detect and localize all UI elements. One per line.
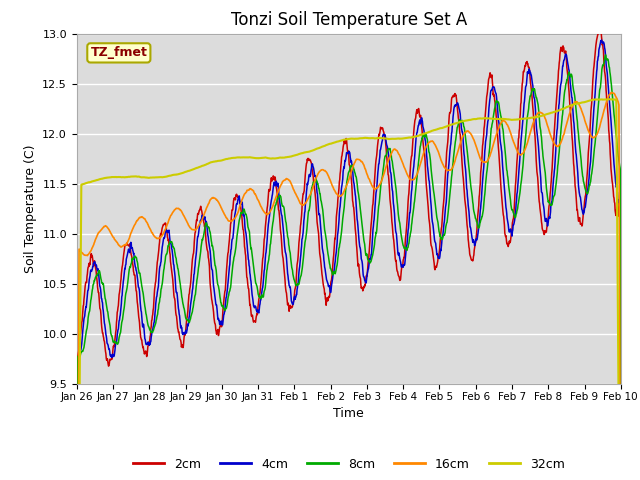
Legend: 2cm, 4cm, 8cm, 16cm, 32cm: 2cm, 4cm, 8cm, 16cm, 32cm <box>128 453 570 476</box>
X-axis label: Time: Time <box>333 407 364 420</box>
Title: Tonzi Soil Temperature Set A: Tonzi Soil Temperature Set A <box>230 11 467 29</box>
Y-axis label: Soil Temperature (C): Soil Temperature (C) <box>24 144 36 273</box>
Text: TZ_fmet: TZ_fmet <box>90 47 147 60</box>
